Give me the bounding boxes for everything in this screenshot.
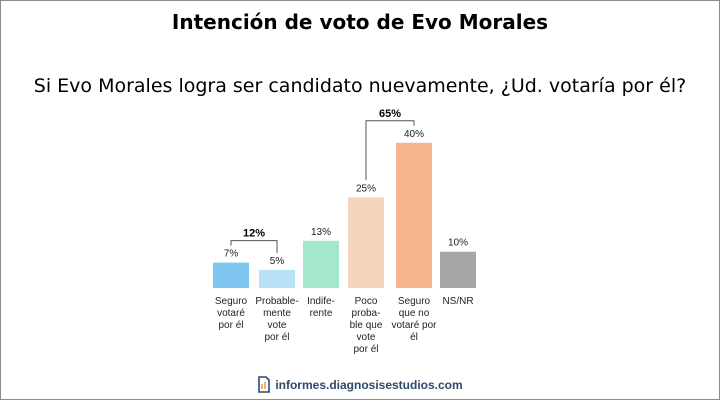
category-label-0: Seguro votaré por él bbox=[215, 296, 248, 331]
group-bracket-1 bbox=[365, 120, 415, 181]
group-label-1: 65% bbox=[379, 108, 401, 120]
bar-4 bbox=[396, 142, 432, 288]
value-label-1: 5% bbox=[270, 256, 285, 267]
value-label-0: 7% bbox=[224, 249, 239, 260]
category-label-1: Probable-mente vote por él bbox=[255, 296, 298, 343]
group-label-0: 12% bbox=[243, 228, 265, 240]
chart-title: Intención de voto de Evo Morales bbox=[171, 10, 549, 34]
document-icon bbox=[258, 376, 271, 393]
category-label-4: Seguro que no votaré por él bbox=[391, 296, 437, 343]
chart-subtitle: Si Evo Morales logra ser candidato nueva… bbox=[33, 75, 687, 97]
value-label-4: 40% bbox=[404, 129, 424, 140]
bar-1 bbox=[259, 269, 295, 288]
bar-0 bbox=[213, 262, 249, 288]
footer-site: informes.diagnosisestudios.com bbox=[275, 378, 463, 392]
value-label-5: 10% bbox=[448, 238, 468, 249]
category-label-3: Poco proba-ble que vote por él bbox=[350, 296, 383, 355]
value-label-2: 13% bbox=[311, 227, 331, 238]
group-bracket-0 bbox=[230, 240, 278, 253]
bar-3 bbox=[348, 197, 384, 288]
bar-5 bbox=[440, 251, 476, 288]
footer: informes.diagnosisestudios.com bbox=[0, 376, 720, 394]
bar-2 bbox=[303, 240, 339, 288]
category-label-2: Indife-rente bbox=[307, 296, 335, 319]
value-label-3: 25% bbox=[356, 183, 376, 194]
category-label-5: NS/NR bbox=[442, 296, 473, 307]
